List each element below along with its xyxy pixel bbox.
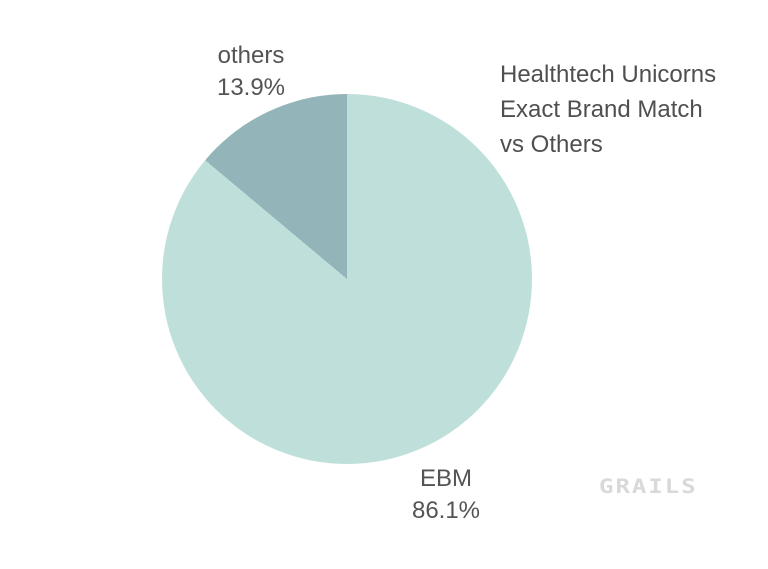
pie-label-ebm: EBM 86.1% [376, 463, 516, 527]
chart-title-line-1: Healthtech Unicorns [500, 61, 717, 88]
grails-logo: GRAILS [599, 475, 698, 498]
chart-title: Healthtech Unicorns Exact Brand Match vs… [500, 57, 740, 162]
pie-label-others: others 13.9% [181, 40, 321, 104]
pie-label-others-pct: 13.9% [216, 74, 286, 101]
chart-title-line-3: vs Others [500, 131, 603, 158]
pie-chart [162, 94, 532, 464]
pie-label-ebm-pct: 86.1% [411, 497, 481, 524]
chart-title-line-2: Exact Brand Match [500, 96, 703, 123]
pie-label-ebm-name: EBM [419, 465, 472, 492]
pie-label-others-name: others [217, 42, 285, 69]
